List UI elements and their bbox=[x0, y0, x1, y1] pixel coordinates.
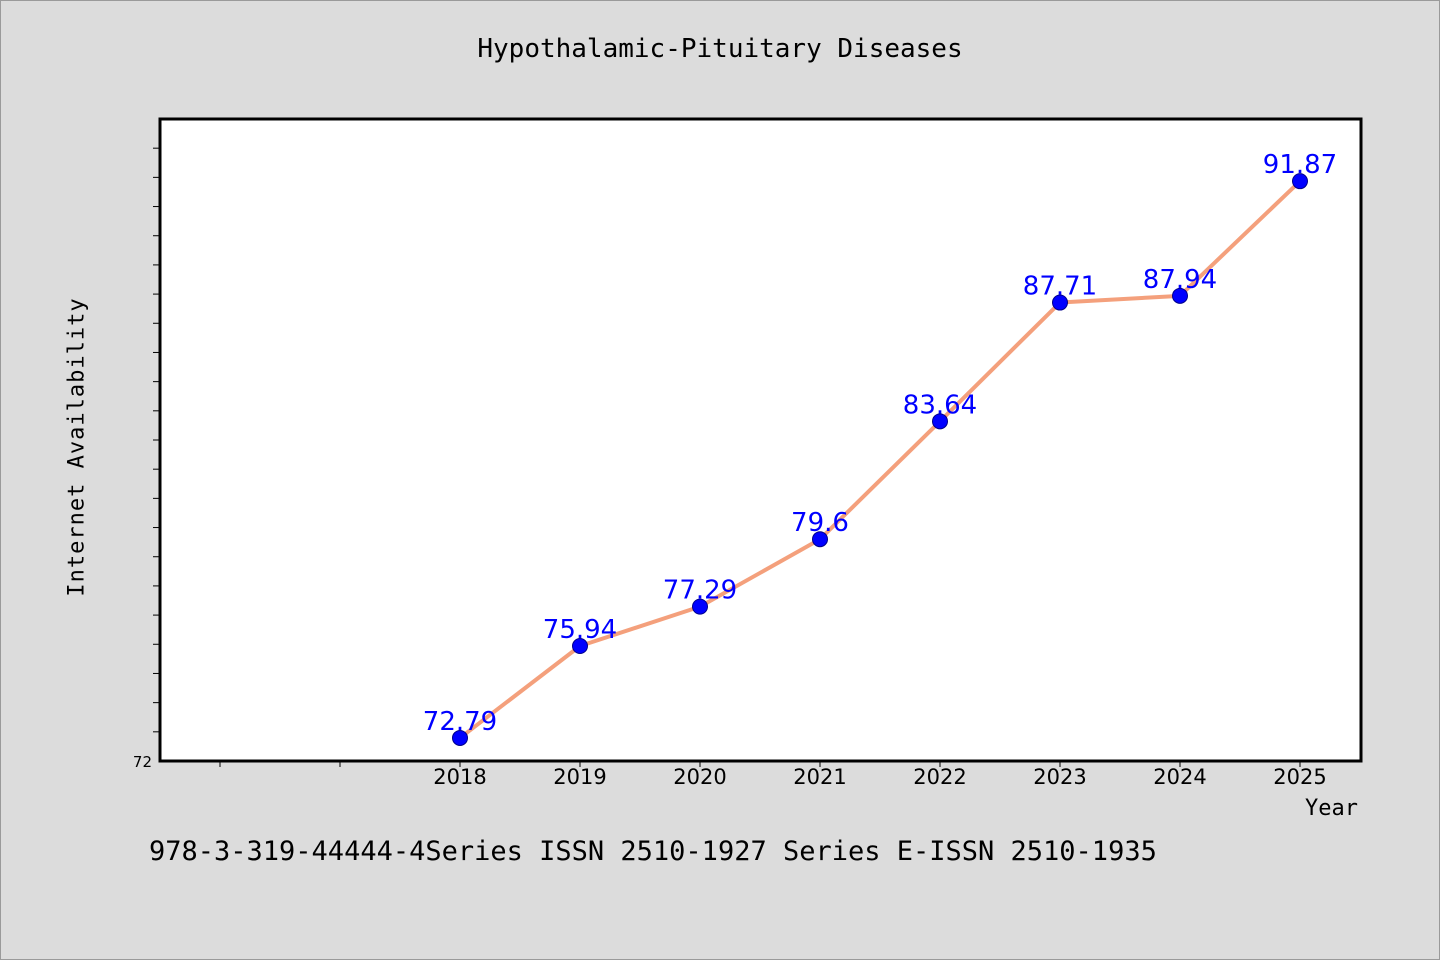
data-point bbox=[1292, 173, 1308, 190]
data-point bbox=[452, 729, 468, 746]
chart-title: Hypothalamic-Pituitary Diseases bbox=[477, 34, 963, 64]
data-label: 75.94 bbox=[543, 615, 617, 645]
x-tick-label: 2021 bbox=[793, 765, 846, 789]
data-label: 87.71 bbox=[1023, 272, 1097, 302]
data-point bbox=[812, 531, 828, 548]
data-label: 91.87 bbox=[1263, 150, 1337, 180]
x-tick-label: 2018 bbox=[433, 765, 486, 789]
data-point bbox=[1172, 287, 1188, 304]
x-tick-label: 2023 bbox=[1033, 765, 1086, 789]
data-label: 77.29 bbox=[663, 576, 737, 606]
footer-text: 978-3-319-44444-4Series ISSN 2510-1927 S… bbox=[149, 836, 1157, 867]
x-tick-label: 2019 bbox=[553, 765, 606, 789]
data-point bbox=[1052, 294, 1068, 311]
y-tick-label: 72 bbox=[133, 753, 152, 771]
data-label: 87.94 bbox=[1143, 265, 1217, 295]
series-line bbox=[458, 179, 1302, 740]
data-point bbox=[572, 638, 588, 655]
x-axis-label: Year bbox=[1305, 796, 1358, 821]
x-tick-label: 2025 bbox=[1273, 765, 1326, 789]
data-point bbox=[932, 413, 948, 430]
data-point bbox=[692, 598, 708, 615]
data-label: 72.79 bbox=[423, 707, 497, 737]
x-tick-label: 2022 bbox=[913, 765, 966, 789]
plot-area bbox=[158, 117, 1363, 763]
data-label: 83.64 bbox=[903, 390, 977, 420]
data-label: 79.6 bbox=[791, 508, 849, 538]
x-tick-label: 2024 bbox=[1153, 765, 1206, 789]
x-tick-label: 2020 bbox=[673, 765, 726, 789]
